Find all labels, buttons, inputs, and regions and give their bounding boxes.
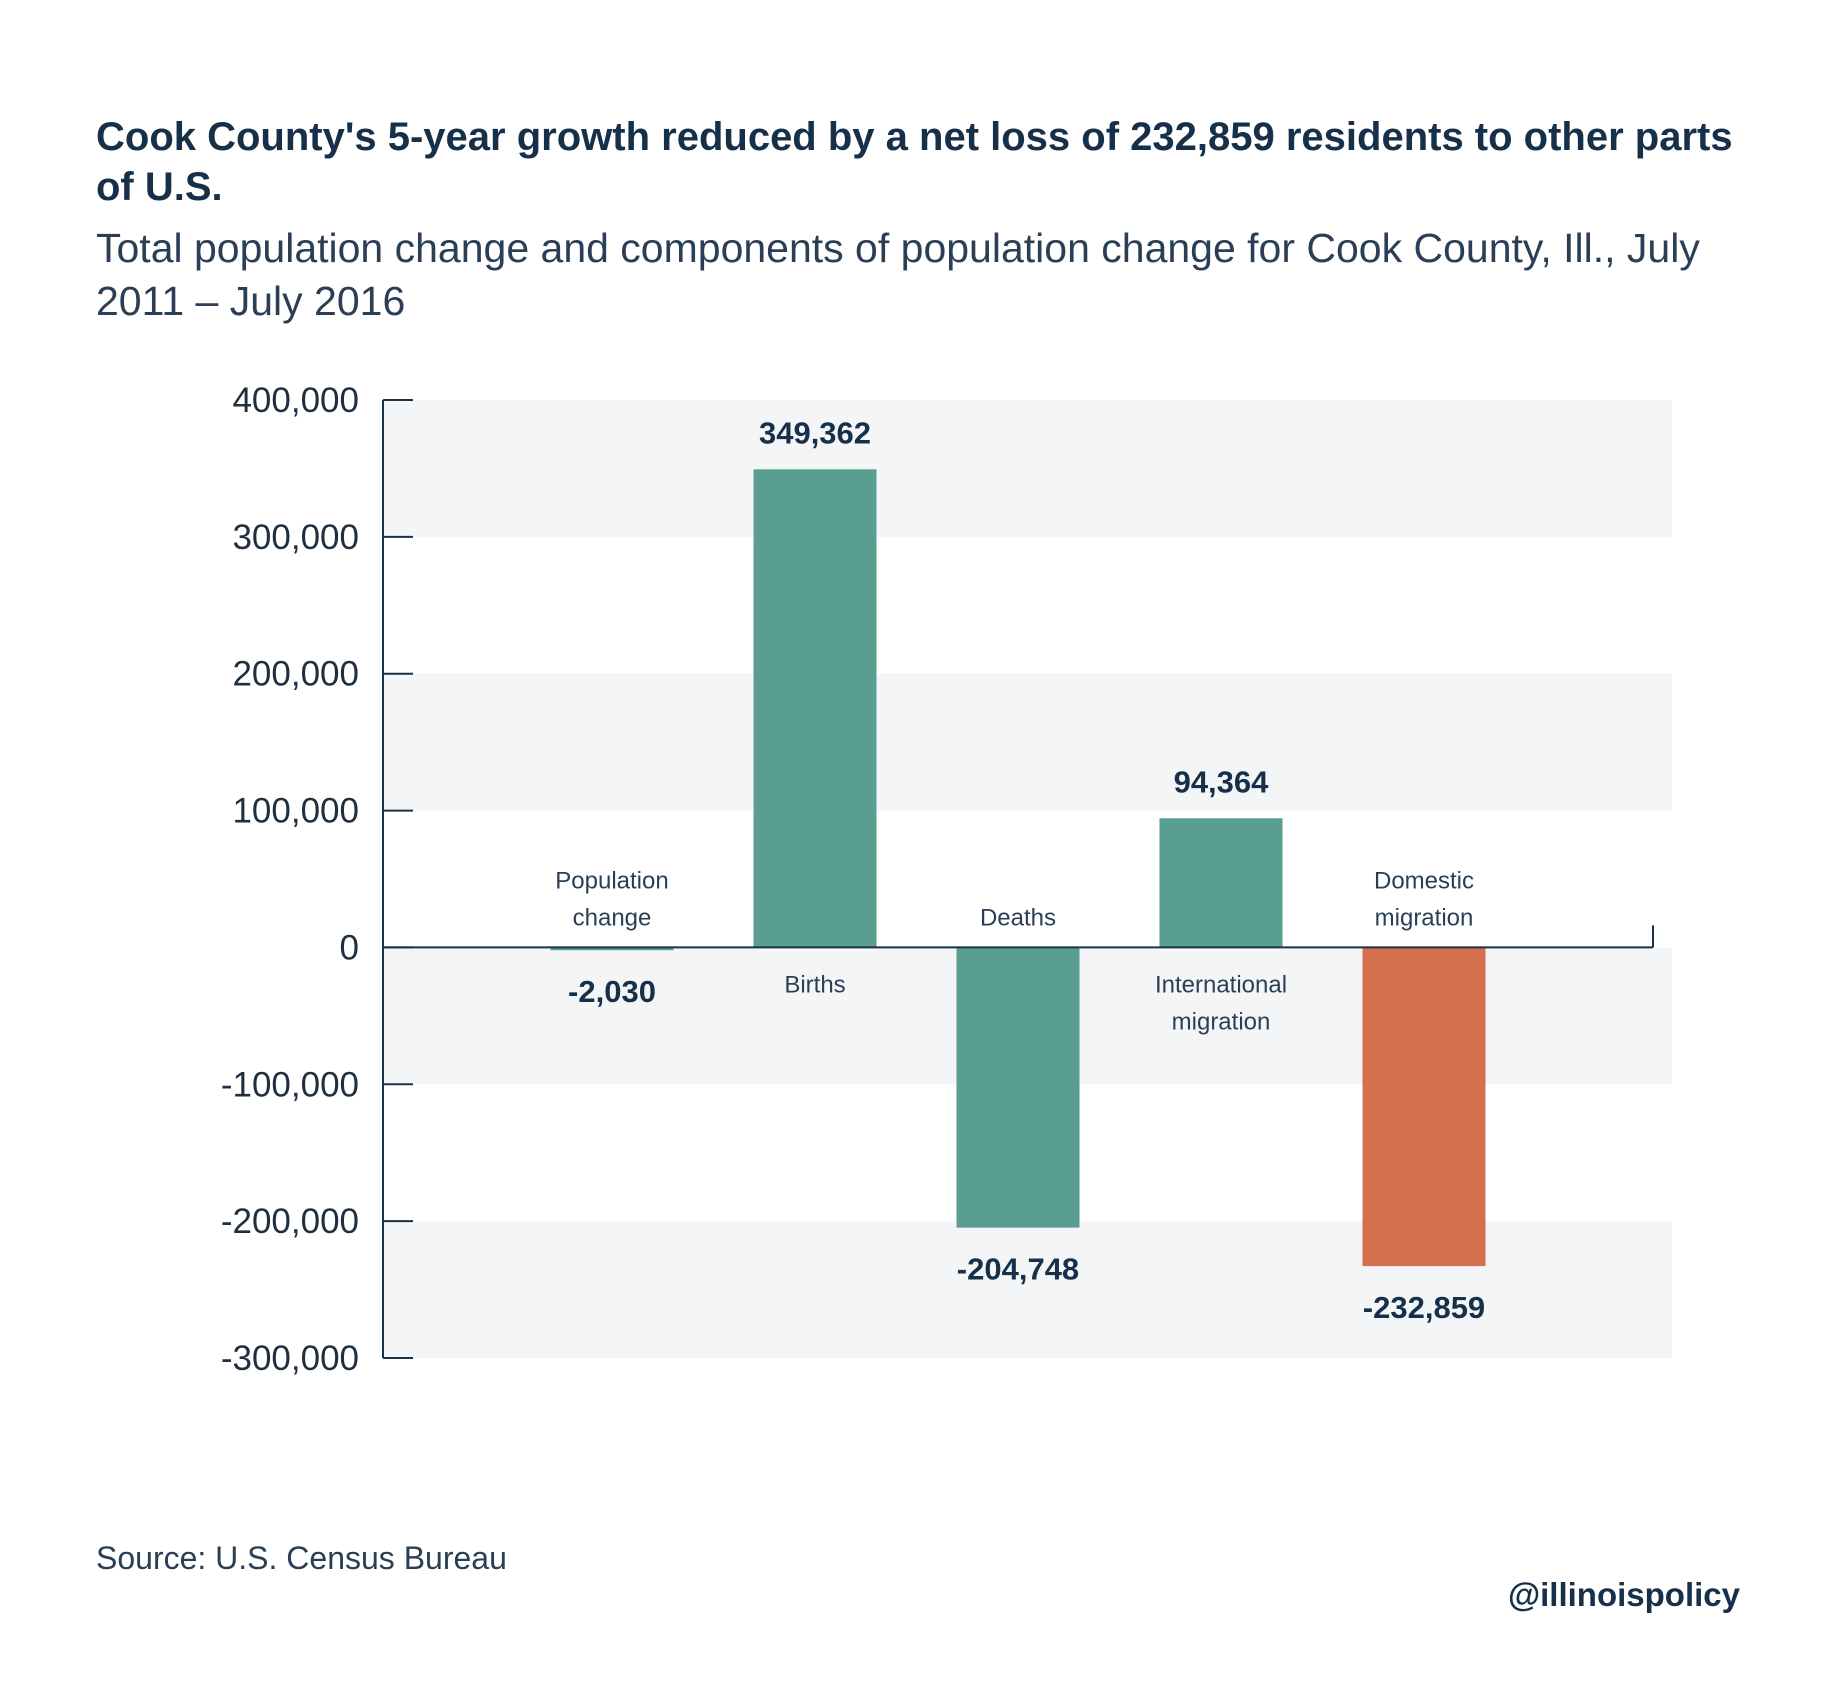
y-tick-label: 300,000	[232, 518, 359, 557]
grid-band	[383, 673, 1672, 811]
grid-band	[383, 400, 1672, 537]
bar	[956, 947, 1080, 1228]
brand-handle: @illinoispolicy	[1507, 1576, 1740, 1613]
category-label: Domestic	[1374, 867, 1474, 894]
y-tick-label: 400,000	[232, 381, 359, 420]
bars	[550, 469, 1486, 1267]
chart-title: Cook County's 5-year growth reduced by a…	[96, 115, 1733, 209]
grid-bands	[383, 400, 1672, 1358]
source-note: Source: U.S. Census Bureau	[96, 1540, 507, 1576]
category-label: Population	[555, 867, 668, 894]
category-label: Deaths	[980, 904, 1056, 931]
labels: 400,000 300,000 200,000 100,000 0 -100,000 -20…	[221, 381, 1485, 1378]
value-label: 349,362	[759, 415, 871, 450]
category-label: Births	[784, 971, 845, 998]
y-tick-label: 100,000	[232, 792, 359, 831]
bar	[753, 469, 877, 948]
bar	[1362, 947, 1486, 1267]
chart-subtitle: Total population change and components o…	[96, 225, 1700, 324]
value-label: -232,859	[1363, 1290, 1485, 1325]
y-tick-label: -300,000	[221, 1339, 359, 1378]
bar-chart: 400,000 300,000 200,000 100,000 0 -100,000 -20…	[221, 381, 1672, 1378]
category-label: migration	[1172, 1008, 1271, 1035]
value-label: -2,030	[568, 974, 656, 1009]
y-tick-label: 0	[340, 928, 359, 967]
value-label: 94,364	[1174, 764, 1270, 799]
category-label: migration	[1375, 904, 1474, 931]
y-tick-label: 200,000	[232, 655, 359, 694]
bar	[550, 947, 674, 951]
category-label: International	[1155, 971, 1287, 998]
value-label: -204,748	[957, 1252, 1079, 1287]
y-tick-label: -200,000	[221, 1202, 359, 1241]
bar	[1159, 818, 1283, 948]
axes	[382, 399, 1654, 1359]
y-tick-label: -100,000	[221, 1065, 359, 1104]
category-label: change	[573, 904, 652, 931]
